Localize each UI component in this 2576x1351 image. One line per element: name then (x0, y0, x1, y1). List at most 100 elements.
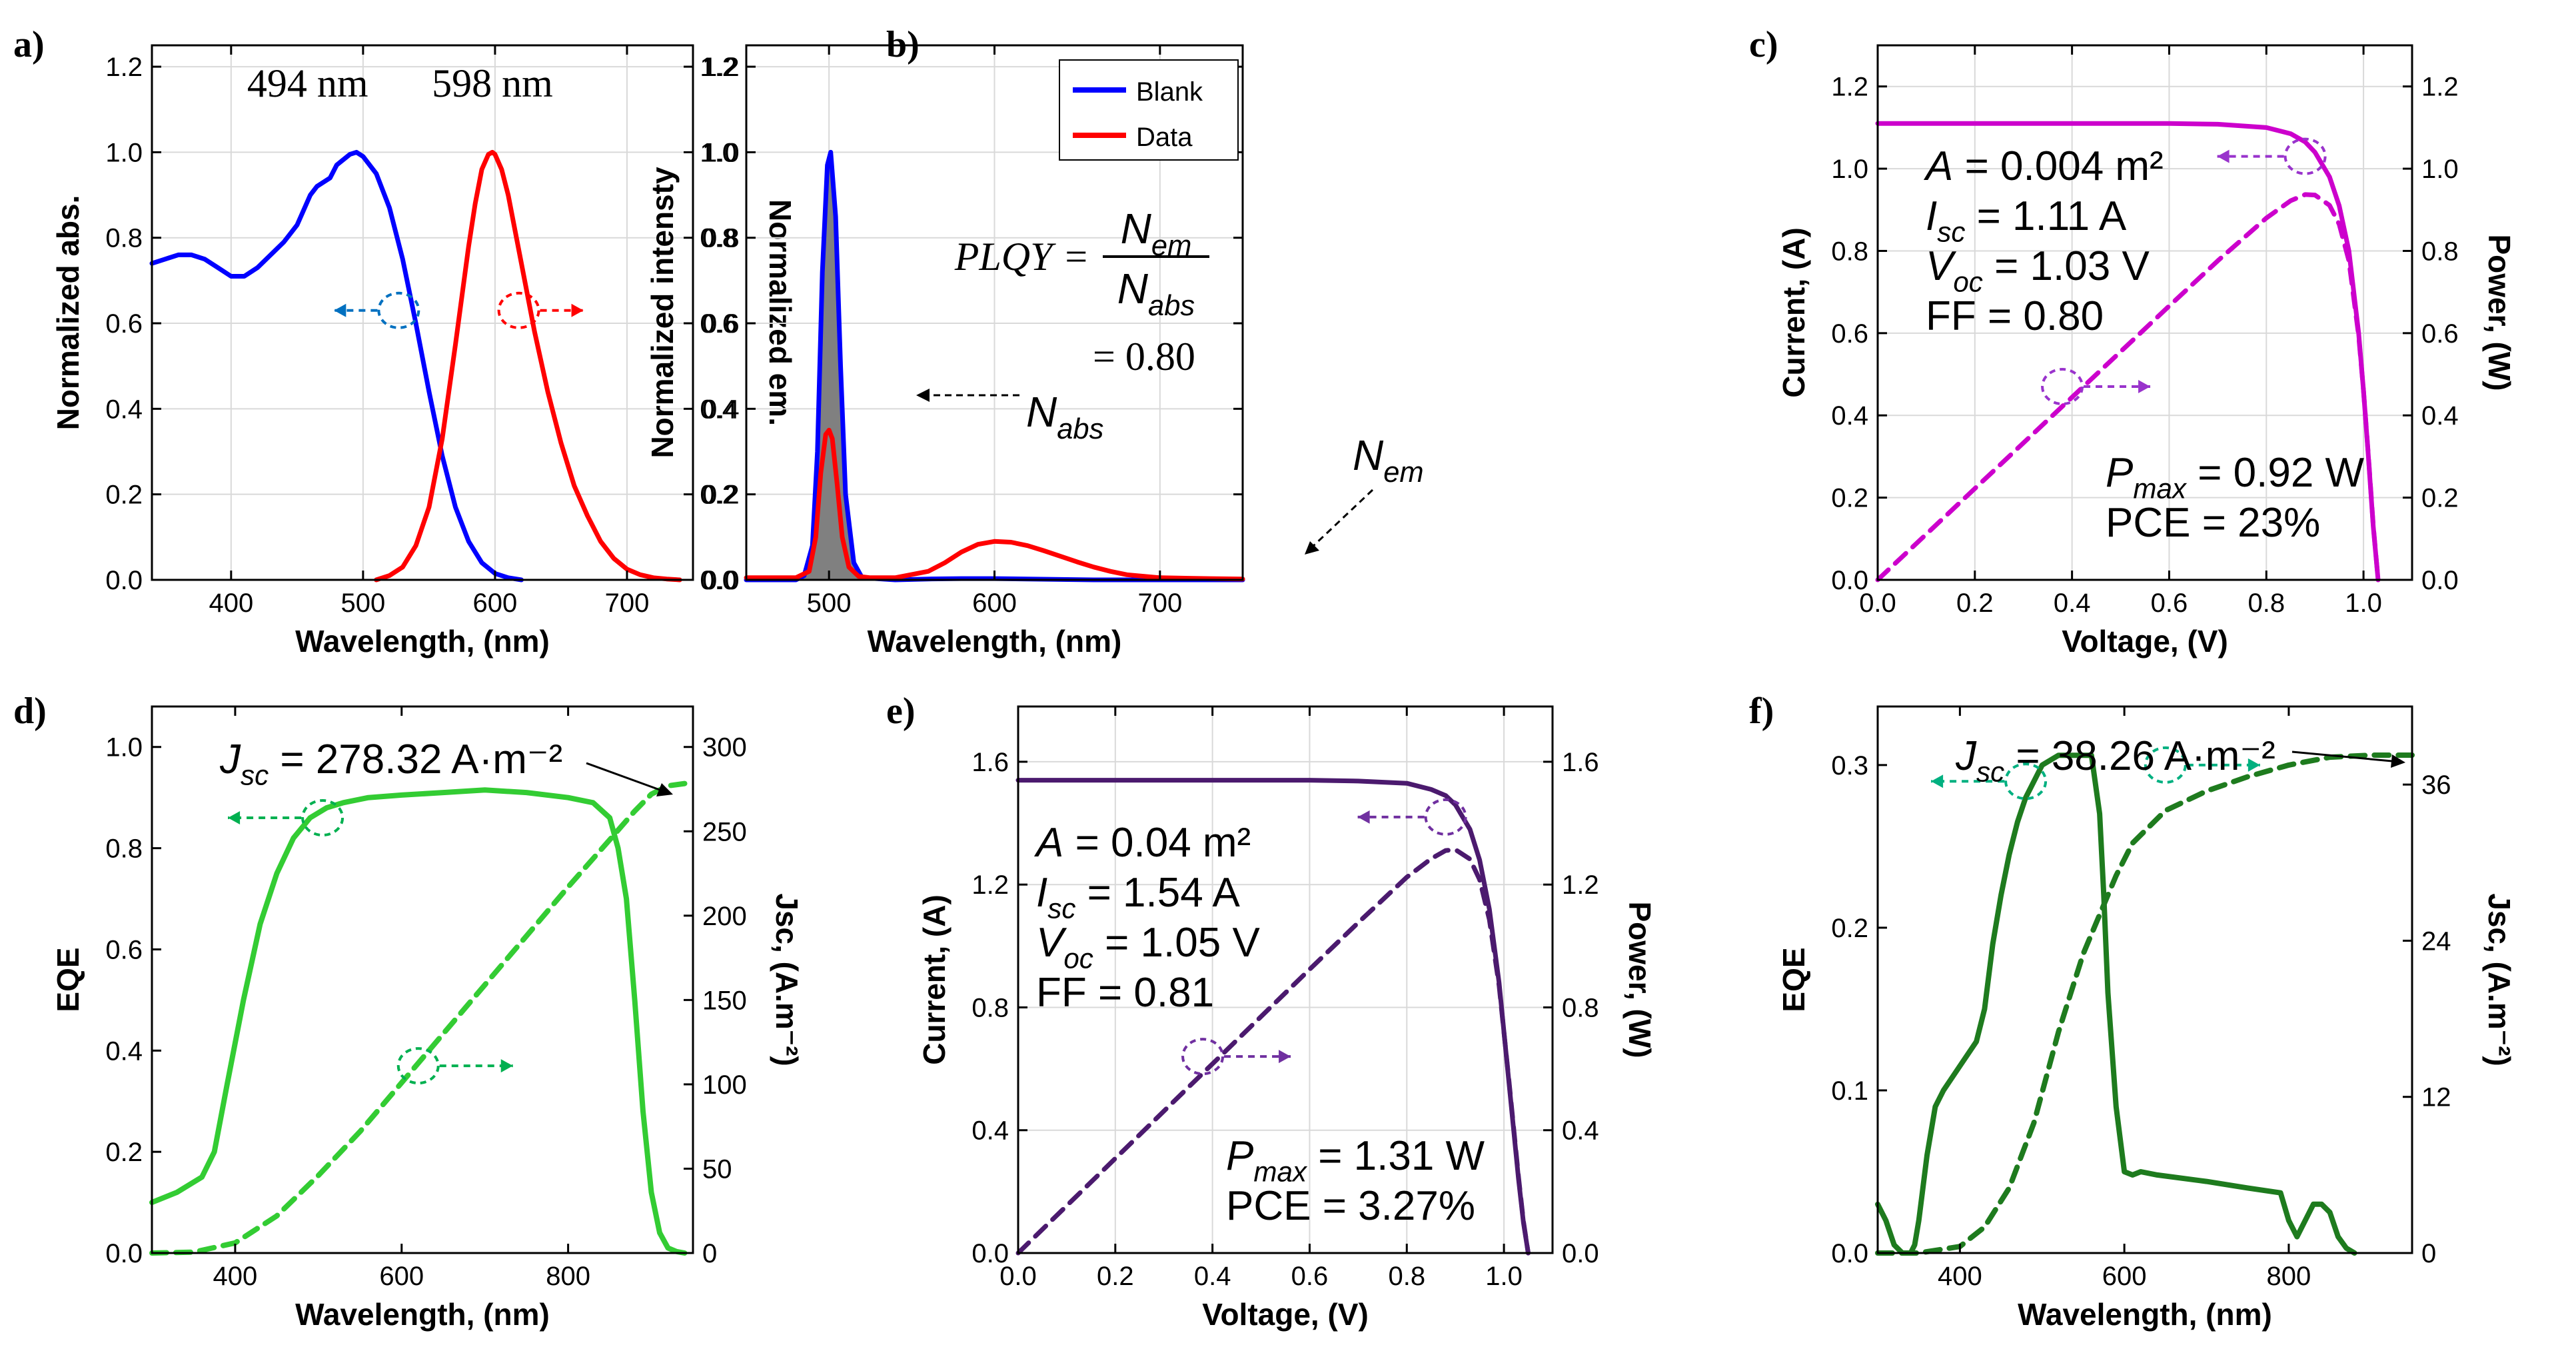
axis-indicator-right (2041, 368, 2151, 406)
y-tick-label: 0.0 (105, 1239, 143, 1268)
x-tick-label: 800 (2267, 1262, 2311, 1291)
x-tick-label: 0.0 (999, 1262, 1037, 1291)
y2-axis-label: Power, (W) (2482, 234, 2517, 391)
y-tick-label: 0.2 (1831, 484, 1868, 513)
series-power (1875, 192, 2381, 583)
y-tick-label: 0.6 (700, 309, 737, 339)
panel-e: 0.0 0.2 0.4 0.6 0.8 1.0 0.0 0.4 0.8 1.2 1.6 0.0 0.4 0… (886, 690, 1657, 1332)
jsc-label: Jsc = 278.32 A·m⁻² (219, 736, 562, 790)
axis-indicator-right (1181, 1038, 1291, 1076)
indicator-arrow-head (500, 1059, 513, 1073)
panel-a: 400 500 600 700 0.0 0.2 0.4 0.6 0.8 1.0 1.2 0.0 0.2 0… (13, 24, 798, 659)
label-nem: Nem (1353, 431, 1424, 489)
indicator-circle (2144, 746, 2187, 784)
y2-tick-label: 100 (702, 1070, 747, 1100)
label-nabs: Nabs (1026, 388, 1103, 445)
plot-frame (151, 44, 694, 581)
x-tick-label: 600 (473, 589, 518, 618)
indicator-circle (1424, 798, 1467, 836)
y-tick-label: 1.2 (971, 870, 1009, 900)
y2-tick-label: 250 (702, 817, 747, 846)
x-axis-label: Voltage, (V) (1202, 1297, 1369, 1332)
y-tick-label: 0.4 (105, 1036, 143, 1066)
arrow-nem (1311, 489, 1374, 548)
indicator-circle (2004, 762, 2048, 800)
jsc-label: Jsc = 38.26 A·m⁻² (1955, 733, 2275, 787)
panel-label: f) (1749, 690, 1774, 732)
x-tick-label: 700 (605, 589, 650, 618)
y2-tick-label: 0.4 (2421, 401, 2459, 431)
indicator-arrow-head (2217, 149, 2230, 163)
peak-label: 494 nm (247, 61, 368, 105)
y-tick-label: 0.2 (700, 481, 737, 510)
series-power (1015, 847, 1531, 1256)
y2-tick-label: 1.2 (1562, 870, 1599, 900)
formula-lhs: PLQY = (954, 235, 1089, 279)
axis-indicator-right (2144, 746, 2260, 784)
formula-denominator: Nabs (1117, 265, 1195, 322)
jsc-arrow (586, 762, 660, 791)
series-emission (374, 149, 682, 583)
y2-axis-label: Normalized em. (763, 199, 798, 426)
param-line-6: PCE = 3.27% (1226, 1183, 1475, 1229)
y2-tick-label: 0.8 (2421, 237, 2459, 266)
y-tick-label: 0.4 (1831, 401, 1868, 431)
y2-tick-label: 1.6 (1562, 748, 1599, 777)
y-tick-label: 0.2 (105, 1138, 143, 1167)
y2-tick-label: 0.6 (702, 309, 740, 339)
y-tick-label: 1.0 (105, 138, 143, 167)
y-tick-label: 0.4 (971, 1116, 1009, 1146)
y-tick-label: 0.0 (1831, 566, 1868, 595)
y2-tick-label: 0.4 (1562, 1116, 1599, 1146)
x-tick-label: 0.6 (2151, 589, 2188, 618)
y-tick-label: 1.2 (1831, 73, 1868, 102)
y-axis-label: Normalized intensty (645, 167, 680, 459)
series-jsc (149, 780, 688, 1256)
indicator-arrow-head (1279, 1050, 1291, 1064)
y-tick-label: 0.8 (1831, 237, 1868, 266)
x-tick-label: 600 (2102, 1262, 2147, 1291)
y-tick-label: 1.2 (105, 53, 143, 82)
jsc-arrow-head (2391, 754, 2405, 768)
x-tick-label: 0.8 (1388, 1262, 1425, 1291)
panel-label: b) (886, 24, 920, 65)
y2-tick-label: 0.2 (2421, 484, 2459, 513)
indicator-circle (2041, 368, 2084, 406)
formula-result: = 0.80 (1093, 335, 1195, 379)
y2-tick-label: 1.0 (702, 138, 740, 167)
y-axis-label: EQE (51, 947, 85, 1012)
y2-tick-label: 1.0 (2421, 155, 2459, 184)
axis-indicator-left (2217, 137, 2327, 175)
x-tick-label: 0.6 (1291, 1262, 1329, 1291)
param-line-6: PCE = 23% (2106, 500, 2320, 546)
y-tick-label: 1.6 (971, 748, 1009, 777)
y-axis-label: EQE (1776, 947, 1811, 1012)
y2-tick-label: 50 (702, 1154, 732, 1184)
plot-frame (1876, 705, 2413, 1254)
panel-d: 400 600 800 0.0 0.2 0.4 0.6 0.8 1.0 0 50 100 150 200 2… (13, 690, 804, 1332)
y2-tick-label: 300 (702, 733, 747, 762)
formula-numerator: Nem (1121, 205, 1192, 262)
y-tick-label: 0.6 (105, 935, 143, 964)
y-tick-label: 0.6 (105, 309, 143, 339)
param-line-5: Pmax = 1.31 W (1226, 1133, 1485, 1187)
x-axis-label: Voltage, (V) (2062, 624, 2228, 659)
indicator-circle (497, 291, 540, 329)
param-line-1: A = 0.004 m² (1923, 143, 2164, 189)
x-tick-label: 0.0 (1859, 589, 1896, 618)
axis-indicator-left (228, 799, 344, 837)
x-tick-label: 600 (379, 1262, 424, 1291)
indicator-arrow-head (1931, 774, 1944, 788)
y2-tick-label: 1.2 (702, 53, 740, 82)
y2-tick-label: 0.0 (2421, 566, 2459, 595)
x-tick-label: 700 (1137, 589, 1182, 618)
y2-axis-label: Power, (W) (1622, 901, 1657, 1058)
y-tick-label: 0.4 (700, 395, 737, 424)
axis-indicator-right (396, 1047, 513, 1085)
y2-tick-label: 0.0 (702, 566, 740, 595)
legend: Blank Data (1059, 59, 1239, 161)
y2-tick-label: 0.0 (1562, 1239, 1599, 1268)
